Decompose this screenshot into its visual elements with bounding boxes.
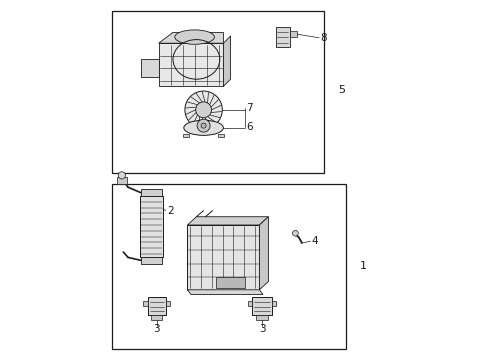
Polygon shape <box>144 301 148 306</box>
Polygon shape <box>223 36 231 86</box>
Circle shape <box>185 91 222 129</box>
Circle shape <box>118 172 125 179</box>
Text: 1: 1 <box>360 261 367 271</box>
Polygon shape <box>275 27 290 47</box>
Polygon shape <box>252 297 272 315</box>
Polygon shape <box>256 315 269 320</box>
Circle shape <box>201 123 206 128</box>
Text: 3: 3 <box>259 324 266 334</box>
Polygon shape <box>117 177 127 184</box>
Polygon shape <box>248 301 252 306</box>
Polygon shape <box>218 134 224 137</box>
Circle shape <box>293 230 298 236</box>
Text: 7: 7 <box>246 103 253 113</box>
Polygon shape <box>187 225 259 290</box>
Polygon shape <box>159 32 223 43</box>
Polygon shape <box>141 189 162 196</box>
Circle shape <box>196 102 212 118</box>
Text: 3: 3 <box>153 324 160 334</box>
Polygon shape <box>272 301 276 306</box>
Polygon shape <box>183 134 189 137</box>
Polygon shape <box>141 59 159 77</box>
Polygon shape <box>141 257 162 264</box>
Circle shape <box>197 119 210 132</box>
Ellipse shape <box>175 30 215 44</box>
Polygon shape <box>216 277 245 288</box>
Polygon shape <box>187 290 263 294</box>
Polygon shape <box>259 217 269 290</box>
Polygon shape <box>290 31 297 37</box>
Polygon shape <box>140 196 163 257</box>
Polygon shape <box>187 217 269 225</box>
Text: 6: 6 <box>246 122 253 132</box>
Bar <box>112 184 346 349</box>
Polygon shape <box>148 297 166 315</box>
Polygon shape <box>151 315 162 320</box>
Text: 8: 8 <box>320 33 327 43</box>
Polygon shape <box>166 301 170 306</box>
Polygon shape <box>159 43 223 86</box>
Text: 4: 4 <box>312 236 318 246</box>
Text: 5: 5 <box>339 85 345 95</box>
Text: 2: 2 <box>167 206 173 216</box>
Ellipse shape <box>184 120 223 135</box>
Bar <box>112 11 324 173</box>
